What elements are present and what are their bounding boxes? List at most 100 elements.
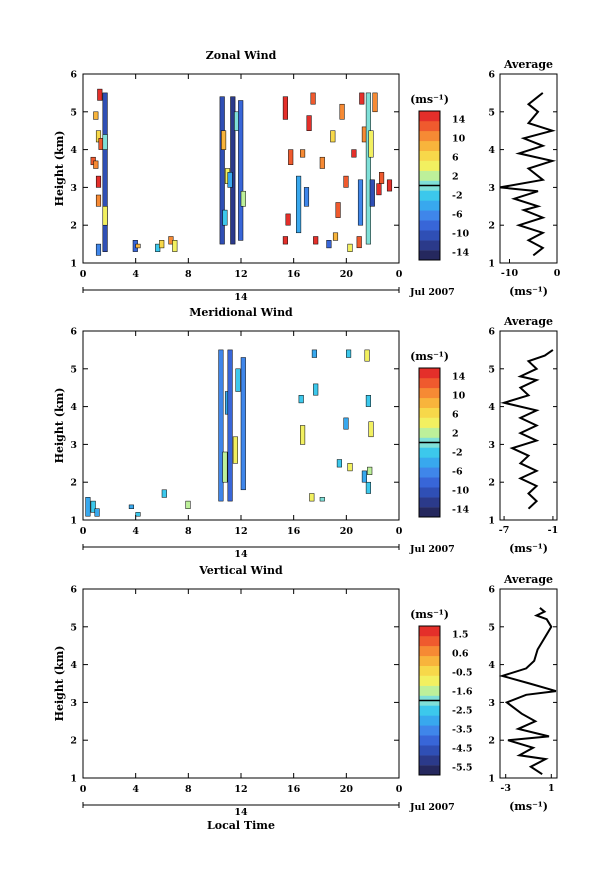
meridional_avg-ytick-label: 4	[488, 402, 495, 413]
zonal-colorbar-swatch	[419, 170, 440, 181]
zonal-date-day: 14	[234, 292, 248, 303]
zonal-cell	[95, 175, 102, 188]
vertical-colorbar-label: -5.5	[452, 763, 472, 774]
zonal-cell	[97, 88, 103, 101]
meridional-cell	[365, 481, 371, 494]
vertical-colorbar-swatch	[419, 755, 440, 766]
vertical_avg-xtick-label: 1	[548, 783, 555, 794]
zonal_avg-ytick-label: 4	[488, 145, 495, 156]
meridional-colorbar-swatch	[419, 457, 440, 468]
vertical_avg-plot-frame	[499, 588, 558, 779]
vertical_avg-ytick-label: 2	[488, 736, 495, 747]
meridional-colorbar-unit: (ms⁻¹)	[410, 350, 449, 363]
zonal-cell	[372, 92, 378, 113]
meridional-colorbar-label: 2	[452, 429, 459, 440]
zonal_avg-ytick-label: 1	[488, 259, 495, 270]
meridional_avg-ytick-label: 6	[488, 327, 495, 338]
zonal-cell	[300, 149, 306, 158]
meridional-ylabel: Height (km)	[53, 388, 66, 464]
vertical-xtick-label: 20	[340, 784, 354, 795]
vertical-ytick-label: 3	[70, 698, 77, 709]
zonal-cell	[376, 183, 382, 196]
zonal-colorbar-label: 6	[452, 153, 459, 164]
zonal-ytick-label: 1	[70, 259, 77, 270]
vertical_avg-ytick-label: 5	[488, 622, 495, 633]
meridional-cell	[218, 349, 224, 502]
vertical-colorbar-swatch	[419, 635, 440, 647]
zonal-xtick-label: 0	[396, 269, 403, 280]
vertical-date-month-year: Jul 2007	[409, 802, 455, 813]
zonal-cell	[95, 243, 102, 256]
meridional-colorbar-swatch	[419, 407, 440, 418]
zonal-cell	[230, 96, 236, 245]
zonal-colorbar-swatch	[419, 200, 440, 211]
vertical-colorbar-label: -0.5	[452, 668, 472, 679]
zonal-cell	[326, 240, 332, 249]
meridional-colorbar-label: 6	[452, 410, 459, 421]
meridional_avg-ytick-label: 5	[488, 364, 495, 375]
meridional-cell	[367, 466, 373, 475]
meridional-cell	[232, 436, 238, 464]
zonal-cell	[219, 96, 225, 245]
zonal-cell	[285, 213, 291, 226]
meridional_avg-ytick-label: 1	[488, 516, 495, 527]
zonal-cell	[95, 130, 102, 143]
zonal-xtick-label: 4	[132, 269, 139, 280]
meridional-colorbar-swatch	[419, 507, 440, 518]
vertical_avg-xlabel: (ms⁻¹)	[509, 800, 548, 813]
meridional-cell	[300, 425, 306, 445]
meridional-cell	[343, 417, 349, 430]
meridional-cell	[313, 383, 319, 396]
vertical-colorbar-swatch	[419, 735, 440, 746]
zonal-colorbar-label: -14	[452, 248, 470, 259]
vertical-title: Vertical Wind	[198, 564, 283, 577]
zonal-colorbar-swatch	[419, 111, 440, 122]
zonal-ytick-label: 6	[70, 70, 77, 81]
zonal-cell	[93, 160, 99, 169]
zonal-cell	[135, 243, 141, 249]
zonal-cell	[288, 149, 294, 165]
zonal-cell	[303, 187, 310, 207]
zonal-cell	[379, 172, 385, 184]
zonal-cell	[357, 179, 364, 226]
vertical-colorbar-swatch	[419, 725, 440, 736]
zonal-cells	[90, 88, 393, 256]
meridional-colorbar-swatch	[419, 427, 440, 438]
vertical-colorbar-swatch	[419, 705, 440, 716]
meridional-colorbar-swatch	[419, 447, 440, 458]
zonal-ytick-label: 5	[70, 107, 77, 118]
meridional-cell	[364, 349, 370, 362]
zonal-colorbar-label: 2	[452, 172, 459, 183]
meridional-cell	[90, 500, 96, 513]
meridional-title: Meridional Wind	[189, 306, 293, 319]
zonal_avg-xlabel: (ms⁻¹)	[509, 285, 548, 298]
zonal-cell	[102, 92, 108, 252]
zonal-date-month-year: Jul 2007	[409, 287, 455, 298]
zonal-cell	[172, 240, 178, 252]
meridional-colorbar-label: -14	[452, 505, 470, 516]
meridional-cell	[368, 421, 374, 438]
zonal-cell	[365, 92, 371, 245]
meridional-ytick-label: 1	[70, 516, 77, 527]
zonal-ytick-label: 3	[70, 183, 77, 194]
zonal-cell	[347, 243, 353, 252]
meridional-ytick-label: 5	[70, 364, 77, 375]
zonal-xtick-label: 20	[340, 269, 354, 280]
meridional-xtick-label: 8	[185, 526, 192, 537]
meridional-colorbar-swatch	[419, 487, 440, 498]
meridional-cell	[240, 357, 246, 491]
zonal-cell	[95, 194, 102, 207]
meridional_avg-xtick-label: -1	[548, 525, 559, 536]
meridional-cell	[85, 497, 91, 517]
vertical-xtick-label: 16	[287, 784, 301, 795]
zonal-colorbar-swatch	[419, 250, 440, 261]
zonal-cell	[359, 92, 365, 105]
zonal-cell	[356, 236, 362, 249]
vertical-colorbar-swatch	[419, 665, 440, 676]
zonal-colorbar-label: 10	[452, 134, 466, 145]
vertical-colorbar-label: -1.6	[452, 687, 473, 698]
zonal-colorbar-label: -6	[452, 210, 463, 221]
meridional-date-month-year: Jul 2007	[409, 544, 455, 555]
vertical-ytick-label: 5	[70, 622, 77, 633]
